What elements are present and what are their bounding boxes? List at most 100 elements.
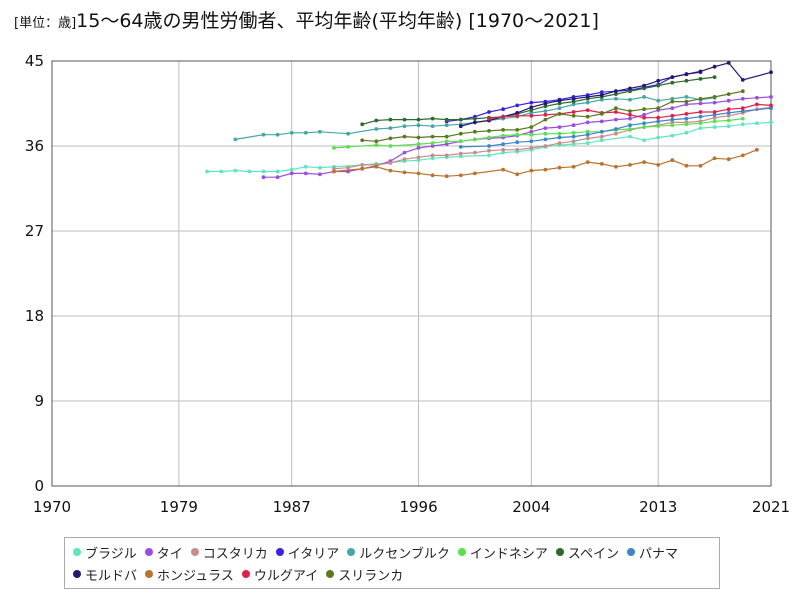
data-point (656, 83, 661, 88)
series-8 (458, 61, 773, 129)
data-point (543, 104, 548, 109)
data-point (233, 168, 238, 173)
data-point (628, 89, 632, 94)
data-point (571, 123, 576, 128)
data-point (515, 103, 520, 108)
legend-label: ルクセンブルク (359, 546, 450, 562)
data-point (656, 115, 661, 120)
series-7 (458, 106, 773, 149)
data-point (698, 69, 703, 74)
data-point (684, 95, 689, 99)
legend-label: タイ (156, 546, 183, 562)
data-point (515, 111, 520, 115)
data-point (261, 169, 266, 174)
data-point (458, 154, 463, 159)
data-point (670, 80, 675, 85)
data-point (614, 96, 618, 101)
data-point (571, 99, 576, 104)
data-point (769, 95, 773, 99)
data-point (332, 166, 336, 171)
data-point (543, 131, 548, 136)
data-point (571, 113, 576, 118)
data-point (444, 153, 449, 158)
data-point (642, 112, 646, 117)
data-point (656, 119, 661, 124)
data-point (599, 129, 604, 134)
data-point (599, 138, 604, 143)
data-point (275, 169, 280, 174)
data-point (740, 109, 745, 113)
data-point (656, 135, 661, 140)
data-point (388, 136, 393, 141)
legend-item: ルクセンブルク (347, 543, 450, 562)
data-point (360, 163, 365, 167)
data-point (740, 122, 745, 127)
data-point (656, 78, 661, 83)
data-point (726, 111, 731, 115)
data-point (585, 141, 590, 146)
data-point (473, 120, 477, 125)
y-tick-label: 45 (25, 52, 44, 70)
data-point (529, 108, 534, 112)
data-point (332, 146, 336, 150)
plot-area (51, 60, 772, 487)
data-point (684, 112, 689, 116)
x-tick-label: 1970 (33, 498, 71, 516)
data-point (684, 116, 689, 121)
legend-item: コスタリカ (190, 543, 268, 562)
data-point (303, 164, 308, 169)
data-point (402, 150, 407, 155)
data-point (444, 139, 449, 144)
data-point (374, 118, 379, 123)
data-point (628, 97, 632, 102)
data-point (402, 124, 407, 129)
data-point (487, 116, 491, 121)
data-point (698, 101, 703, 106)
data-point (585, 100, 590, 105)
data-point (614, 92, 618, 96)
data-point (712, 115, 717, 120)
data-point (501, 147, 505, 152)
data-point (374, 143, 379, 148)
data-point (585, 132, 590, 137)
data-point (726, 61, 731, 65)
data-point (599, 134, 604, 139)
y-tick-label: 36 (25, 137, 44, 155)
data-point (543, 137, 548, 142)
x-tick-label: 1987 (273, 498, 311, 516)
data-point (501, 133, 505, 138)
data-point (515, 140, 520, 145)
data-point (557, 135, 562, 140)
data-point (670, 106, 675, 111)
legend-item: インドネシア (457, 543, 548, 562)
data-point (402, 134, 407, 139)
data-point (571, 130, 576, 135)
data-point (642, 115, 646, 120)
data-point (740, 89, 745, 94)
legend-item: モルドバ (73, 565, 137, 584)
series-line (333, 118, 743, 149)
data-point (473, 137, 477, 142)
data-point (543, 144, 548, 148)
data-point (501, 114, 505, 119)
data-point (755, 102, 759, 107)
data-point (740, 153, 745, 158)
data-point (740, 106, 745, 111)
data-point (529, 105, 534, 110)
legend-marker (190, 548, 199, 556)
data-point (261, 175, 266, 180)
data-point (642, 107, 646, 112)
data-point (585, 160, 590, 165)
data-point (275, 175, 280, 180)
data-point (628, 116, 632, 121)
data-point (444, 134, 449, 139)
legend-label: イタリア (287, 546, 340, 562)
data-point (712, 112, 717, 117)
data-point (543, 112, 548, 117)
data-point (515, 147, 520, 152)
legend-item: タイ (144, 543, 183, 562)
data-point (670, 133, 675, 138)
data-point (557, 165, 562, 170)
data-point (402, 117, 407, 122)
legend-label: スペイン (567, 546, 619, 562)
